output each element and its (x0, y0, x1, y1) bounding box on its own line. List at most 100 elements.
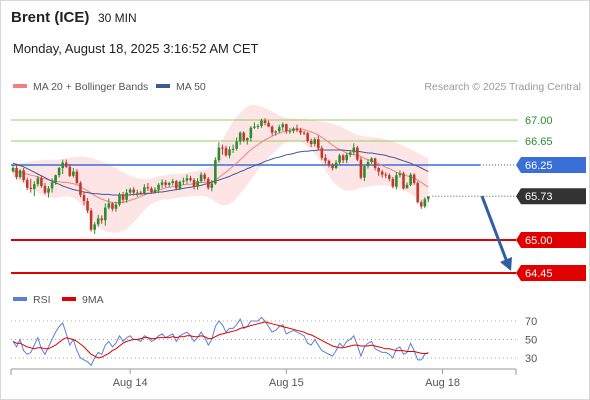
candle-body (100, 218, 104, 221)
candle-body (313, 139, 317, 144)
candle-body (61, 162, 64, 168)
candle-body (164, 182, 167, 185)
candle-body (380, 171, 384, 175)
candle-body (281, 124, 285, 128)
candle-body (185, 178, 189, 181)
candle-body (263, 120, 267, 123)
price-tags: 67.00 66.65 66.25 65.73 65.00 64.45 (516, 115, 586, 281)
support-level-tag-bg (516, 265, 586, 281)
candle-body (114, 204, 118, 209)
last-price-tag: 65.73 (525, 191, 553, 203)
candle-body (111, 203, 114, 209)
candle-body (86, 201, 89, 211)
candle-body (391, 178, 395, 187)
candle-body (384, 174, 388, 176)
candle-body (277, 127, 281, 132)
instrument-title: Brent (ICE) (11, 9, 90, 26)
candle-body (160, 182, 164, 185)
candle-body (338, 155, 341, 163)
candle-body (89, 210, 93, 230)
ma20-line (12, 128, 429, 204)
candle-body (228, 149, 231, 156)
candle-body (68, 166, 72, 176)
candle-body (306, 133, 309, 141)
candle-body (153, 189, 157, 192)
legend-swatch (13, 84, 27, 88)
candle-body (128, 189, 132, 193)
candle-body (11, 168, 15, 171)
candle-body (150, 188, 153, 192)
candle-body (309, 141, 313, 144)
price-levels (11, 119, 518, 274)
rsi-legend-label: 9MA (82, 294, 104, 306)
candle-body (206, 178, 210, 188)
candle-body (320, 148, 324, 158)
candle-body (33, 184, 36, 189)
candle-body (423, 199, 427, 207)
candle-body (146, 187, 150, 189)
candle-body (167, 183, 171, 185)
price-legend: MA 20 + Bollinger Bands MA 50 (13, 81, 206, 93)
candle-body (238, 132, 242, 142)
candle-body (324, 157, 327, 161)
candle-body (121, 194, 125, 200)
candle-body (189, 178, 192, 180)
target-level-label: 67.00 (525, 115, 553, 127)
candle-body (93, 224, 96, 230)
candle-body (398, 173, 402, 176)
watermark-text: Research © 2025 Trading Central (424, 81, 581, 93)
candle-body (25, 180, 29, 188)
candle-body (249, 127, 253, 138)
candle-body (18, 170, 22, 177)
candle-body (199, 174, 203, 182)
candle-body (356, 147, 359, 160)
forecast-arrow-head (500, 257, 512, 271)
legend-swatch (156, 84, 170, 88)
current-level-tag-bg (516, 157, 586, 173)
candle-body (203, 174, 206, 179)
x-axis: Aug 14 Aug 15 Aug 18 (10, 368, 517, 389)
candle-body (192, 180, 196, 187)
candle-body (334, 162, 338, 168)
candle-body (341, 155, 345, 161)
candle-body (182, 180, 185, 182)
candle-body (366, 162, 370, 167)
current-level-tag: 66.25 (525, 160, 553, 172)
candle-body (224, 148, 228, 156)
candle-body (47, 188, 50, 193)
candle-body (235, 141, 238, 149)
candle-body (242, 132, 246, 141)
candle-body (373, 158, 377, 168)
forecast-arrow (480, 195, 512, 271)
candle-body (345, 154, 348, 161)
rsi-legend-label: RSI (33, 294, 51, 306)
candle-body (171, 181, 175, 183)
rsi-panel: 70 50 30 (11, 316, 537, 367)
rsi-legend-swatch (62, 297, 76, 301)
candle-body (64, 162, 68, 167)
candle-body (412, 174, 416, 183)
candle-body (285, 124, 288, 132)
candle-body (288, 130, 292, 132)
candle-body (104, 207, 107, 221)
candle-body (75, 171, 79, 183)
candle-body (79, 183, 82, 195)
candle-body (295, 128, 299, 131)
candle-body (377, 168, 380, 172)
candle-body (82, 195, 86, 201)
rsi-line (12, 316, 429, 367)
candle-body (135, 192, 139, 194)
candle-body (221, 147, 224, 149)
candle-body (40, 178, 43, 186)
candle-body (54, 175, 57, 183)
candle-body (43, 186, 47, 193)
candle-body (363, 166, 366, 178)
candle-body (214, 160, 217, 184)
candle-body (331, 164, 334, 168)
candle-body (292, 128, 295, 131)
support-level-tag-bg (516, 232, 586, 248)
candle-body (217, 147, 221, 161)
candle-body (29, 187, 33, 189)
